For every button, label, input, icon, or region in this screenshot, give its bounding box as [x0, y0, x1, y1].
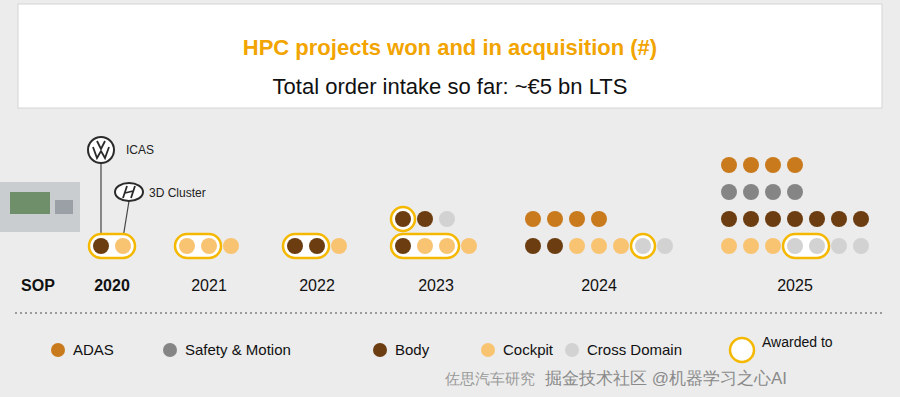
awarded-outline [631, 234, 655, 258]
vw-logo-mark [93, 141, 109, 158]
project-dot [591, 211, 607, 227]
project-dot [547, 238, 563, 254]
project-dot [721, 238, 737, 254]
hardware-board [0, 182, 80, 232]
year-label: 2025 [777, 277, 813, 294]
hardware-part [55, 200, 73, 214]
project-dot [613, 238, 629, 254]
project-dot [765, 211, 781, 227]
project-dot [439, 238, 455, 254]
project-dot [525, 211, 541, 227]
project-dot [115, 238, 131, 254]
subtitle: Total order intake so far: ~€5 bn LTS [273, 74, 628, 99]
project-dot [787, 238, 803, 254]
legend-swatch [51, 343, 65, 357]
project-dot [721, 184, 737, 200]
project-dot [787, 157, 803, 173]
project-dot [395, 238, 411, 254]
annotation-label: 3D Cluster [149, 186, 206, 200]
project-dot [657, 238, 673, 254]
project-dot [309, 238, 325, 254]
legend-label: Body [395, 341, 430, 358]
hardware-image [0, 182, 80, 232]
project-dot [765, 238, 781, 254]
annotation-label: ICAS [126, 143, 154, 157]
project-dot [831, 211, 847, 227]
project-dot [853, 211, 869, 227]
awarded-outline [783, 234, 829, 258]
legend-swatch [565, 343, 579, 357]
project-dot [765, 157, 781, 173]
x-axis-title: SOP [21, 277, 55, 294]
year-label: 2020 [94, 277, 130, 294]
project-dot [743, 211, 759, 227]
legend-label: ADAS [73, 341, 114, 358]
awarded-outline [89, 234, 135, 258]
year-label: 2021 [191, 277, 227, 294]
separator [15, 312, 885, 314]
legend-label: Safety & Motion [185, 341, 291, 358]
annotation-line [123, 201, 129, 238]
project-dot [787, 211, 803, 227]
hardware-chip [10, 192, 50, 214]
project-dot [743, 238, 759, 254]
project-dot [721, 157, 737, 173]
project-dot [395, 211, 411, 227]
project-dot [547, 211, 563, 227]
legend-swatch [373, 343, 387, 357]
project-dot [179, 238, 195, 254]
annotation-line [100, 163, 101, 238]
project-dot [569, 211, 585, 227]
awarded-outline [391, 234, 459, 258]
project-dot [743, 184, 759, 200]
year-label: 2023 [418, 277, 454, 294]
awarded-outline [175, 234, 221, 258]
watermark: 佐思汽车研究 [445, 370, 535, 387]
background [0, 0, 900, 397]
plot [89, 157, 869, 258]
project-dot [417, 238, 433, 254]
project-dot [721, 211, 737, 227]
title-box [18, 4, 882, 108]
project-dot [439, 211, 455, 227]
project-dot [417, 211, 433, 227]
project-dot [809, 211, 825, 227]
project-dot [591, 238, 607, 254]
project-dot [569, 238, 585, 254]
project-dot [223, 238, 239, 254]
project-dot [287, 238, 303, 254]
project-dot [93, 238, 109, 254]
project-dot [787, 184, 803, 200]
year-label: 2024 [581, 277, 617, 294]
project-dot [461, 238, 477, 254]
project-dot [331, 238, 347, 254]
project-dot [831, 238, 847, 254]
watermark: 掘金技术社区 @机器学习之心AI [545, 369, 787, 388]
hyundai-logo-mark [123, 186, 135, 198]
project-dot [853, 238, 869, 254]
project-dot [765, 184, 781, 200]
title: HPC projects won and in acquisition (#) [243, 35, 657, 60]
awarded-outline [391, 207, 415, 231]
project-dot [525, 238, 541, 254]
legend-swatch [481, 343, 495, 357]
legend-label: Cockpit [503, 341, 554, 358]
hyundai-logo [115, 183, 143, 201]
project-dot [635, 238, 651, 254]
project-dot [743, 157, 759, 173]
legend-awarded-swatch [730, 338, 754, 362]
legend-label: Awarded to [762, 334, 833, 350]
project-dot [809, 238, 825, 254]
project-dot [201, 238, 217, 254]
legend-swatch [163, 343, 177, 357]
legend-label: Cross Domain [587, 341, 682, 358]
awarded-outline [283, 234, 329, 258]
vw-logo [88, 137, 114, 163]
chart: HPC projects won and in acquisition (#) T… [0, 0, 900, 397]
year-label: 2022 [299, 277, 335, 294]
